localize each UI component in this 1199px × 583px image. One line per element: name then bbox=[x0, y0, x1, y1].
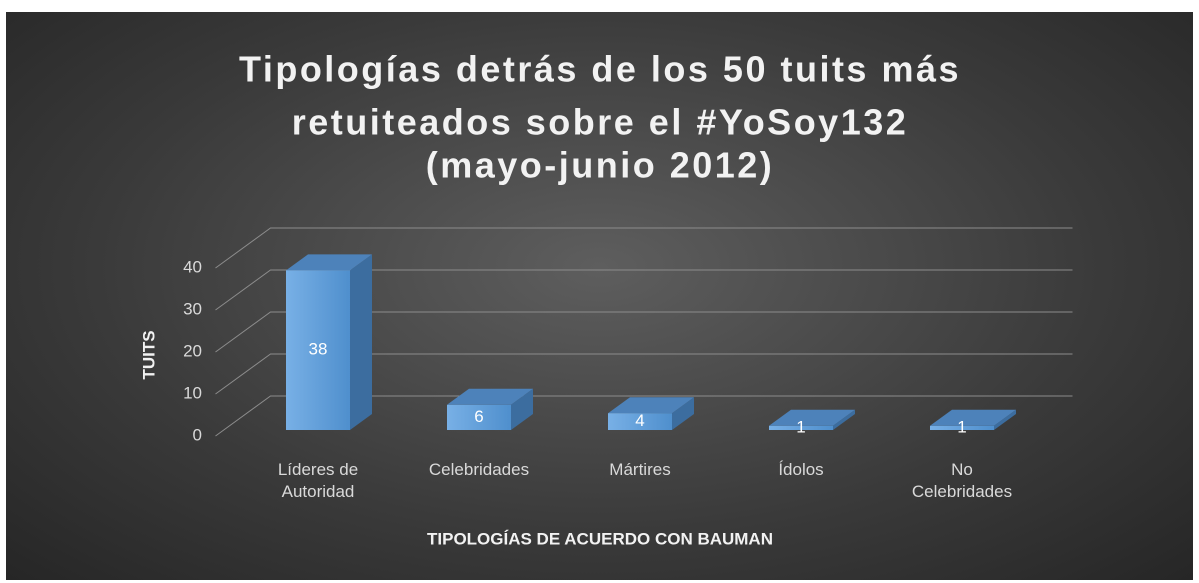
y-axis-title: TUITS bbox=[139, 330, 158, 379]
data-label: 1 bbox=[957, 417, 966, 436]
chart: Tipologías detrás de los 50 tuits más re… bbox=[6, 12, 1193, 580]
bar-side bbox=[511, 388, 533, 430]
bar bbox=[286, 270, 350, 430]
bar bbox=[930, 425, 994, 430]
grid-line bbox=[215, 395, 1073, 437]
chart-svg: Tipologías detrás de los 50 tuits más re… bbox=[139, 49, 1073, 548]
y-tick-label: 20 bbox=[183, 341, 202, 360]
data-label: 1 bbox=[796, 417, 805, 436]
bar-side bbox=[350, 254, 372, 430]
x-tick-label: Líderes de Autoridad bbox=[277, 460, 359, 501]
data-label: 6 bbox=[474, 407, 483, 426]
grid-line bbox=[215, 269, 1073, 311]
bar bbox=[769, 425, 833, 430]
y-tick-label: 10 bbox=[183, 383, 202, 402]
chart-title: (mayo-junio 2012) bbox=[426, 145, 775, 186]
x-tick-label: Celebridades bbox=[428, 460, 530, 479]
bar-top bbox=[447, 388, 533, 405]
y-tick-label: 0 bbox=[193, 425, 202, 444]
chart-title: Tipologías detrás de los 50 tuits más bbox=[239, 49, 961, 90]
grid-line bbox=[215, 311, 1073, 353]
data-label: 4 bbox=[635, 411, 644, 430]
bar bbox=[447, 404, 511, 430]
bar-top bbox=[930, 409, 1016, 426]
bar-side bbox=[994, 409, 1016, 430]
bar-side bbox=[833, 409, 855, 430]
bar-top bbox=[769, 409, 855, 426]
chart-title: retuiteados sobre el #YoSoy132 bbox=[292, 102, 909, 143]
x-tick-label: Ídolos bbox=[778, 460, 824, 479]
grid-line bbox=[215, 227, 1073, 269]
x-tick-label: Mártires bbox=[609, 460, 671, 479]
y-tick-label: 30 bbox=[183, 299, 202, 318]
bar-side bbox=[672, 397, 694, 430]
bar-top bbox=[608, 397, 694, 414]
bar bbox=[608, 413, 672, 430]
x-axis-title: TIPOLOGÍAS DE ACUERDO CON BAUMAN bbox=[427, 529, 773, 548]
data-label: 38 bbox=[309, 340, 328, 359]
bar-top bbox=[286, 254, 372, 271]
x-tick-label: No Celebridades bbox=[911, 460, 1013, 501]
y-tick-label: 40 bbox=[183, 257, 202, 276]
grid-line bbox=[215, 353, 1073, 395]
